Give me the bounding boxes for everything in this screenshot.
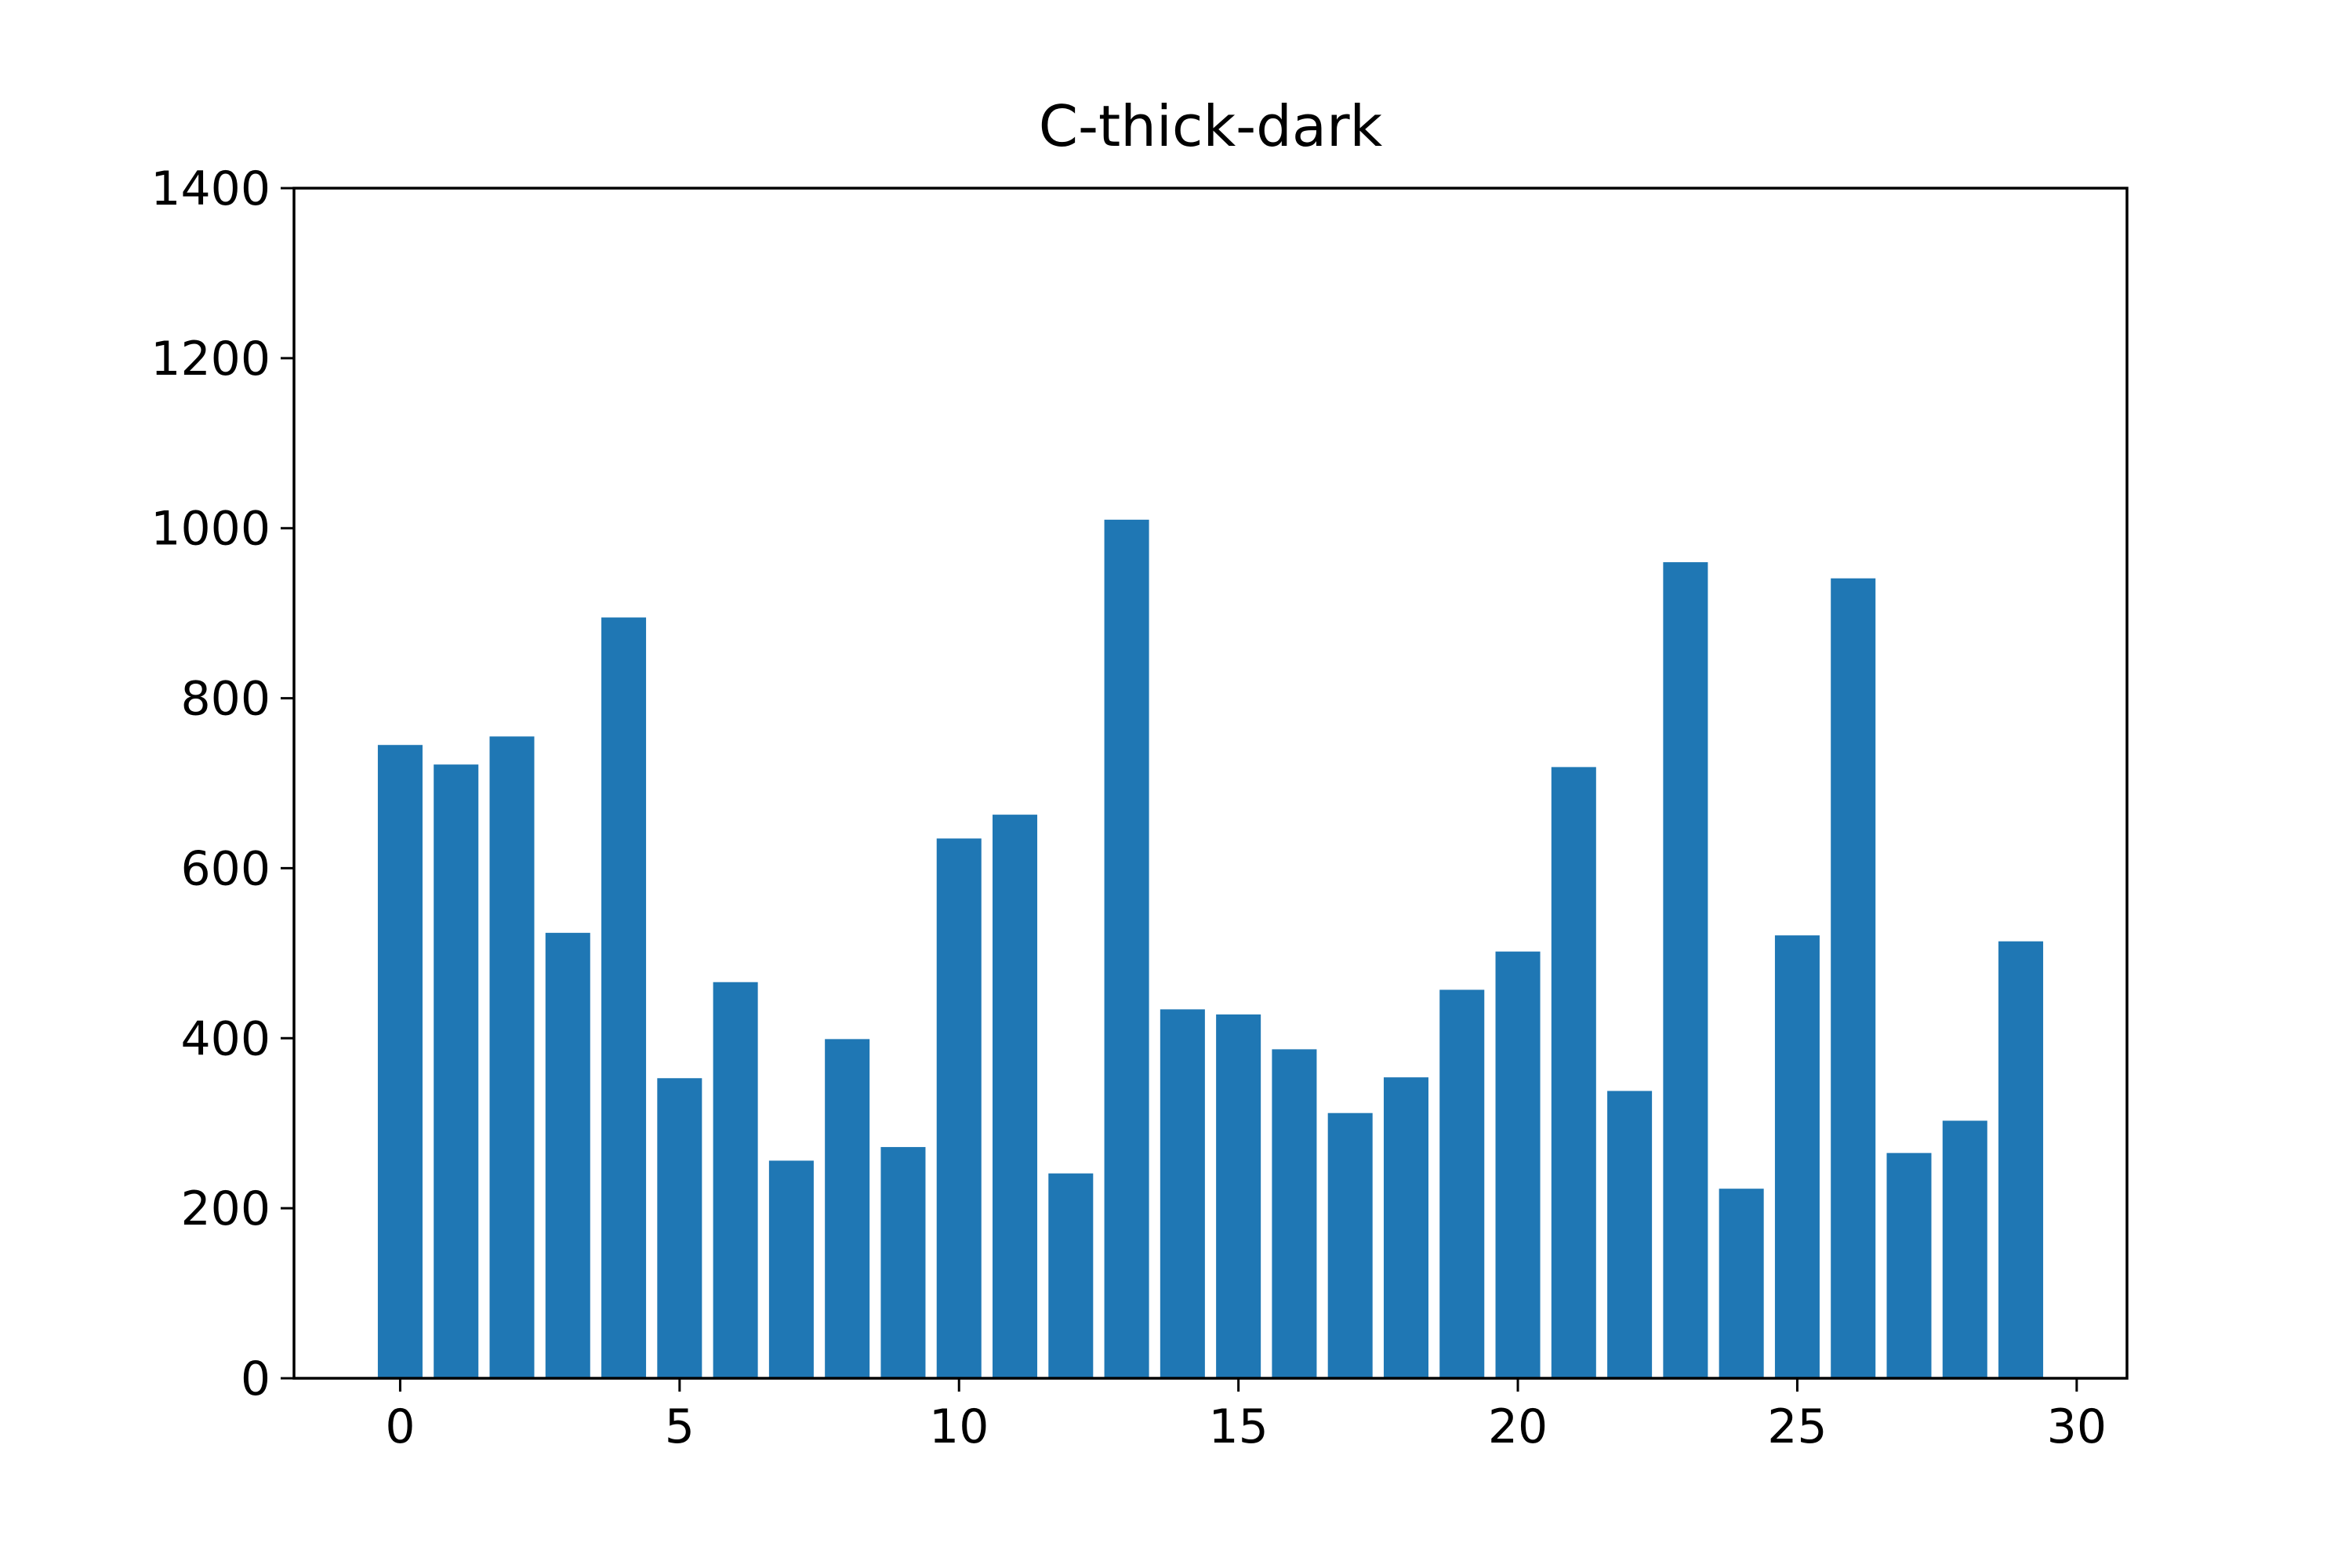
y-tick-label: 800 — [180, 672, 270, 727]
y-tick-label: 600 — [180, 841, 270, 896]
plot-frame — [292, 187, 2129, 1380]
y-tick-label: 1400 — [151, 162, 270, 216]
x-tick-label: 30 — [2047, 1399, 2107, 1454]
x-tick-label: 5 — [665, 1399, 695, 1454]
bar-14 — [1160, 1009, 1205, 1378]
bar-11 — [993, 815, 1038, 1378]
bar-28 — [1942, 1120, 1987, 1378]
bar-6 — [713, 982, 758, 1378]
bar-12 — [1048, 1173, 1094, 1378]
bar-8 — [825, 1039, 870, 1378]
x-tick-label: 0 — [385, 1399, 415, 1454]
bar-4 — [601, 617, 647, 1378]
x-tick-label: 25 — [1767, 1399, 1827, 1454]
bar-9 — [880, 1147, 926, 1378]
bar-27 — [1886, 1152, 1932, 1378]
bar-22 — [1607, 1091, 1653, 1378]
bar-17 — [1327, 1112, 1373, 1378]
bar-23 — [1663, 562, 1708, 1378]
bar-21 — [1551, 767, 1596, 1378]
x-axis: 0 5 10 15 20 25 30 — [385, 1378, 2107, 1454]
x-tick-label: 10 — [929, 1399, 989, 1454]
bar-2 — [489, 736, 535, 1378]
bar-10 — [936, 838, 982, 1378]
y-tick-label: 0 — [241, 1352, 270, 1406]
y-tick-label: 1000 — [151, 502, 270, 557]
y-tick-label: 1200 — [151, 332, 270, 387]
y-axis: 0 200 400 600 800 1000 1200 1400 — [151, 162, 294, 1406]
bar-7 — [768, 1160, 814, 1378]
bar-0 — [377, 745, 423, 1378]
bar-19 — [1439, 989, 1485, 1378]
bar-25 — [1774, 935, 1820, 1378]
bar-1 — [434, 764, 479, 1378]
x-tick-label: 20 — [1488, 1399, 1548, 1454]
bar-26 — [1831, 578, 1876, 1378]
bar-3 — [545, 932, 590, 1378]
bar-5 — [657, 1078, 702, 1378]
bar-13 — [1104, 519, 1149, 1378]
y-tick-label: 400 — [180, 1011, 270, 1066]
bar-20 — [1495, 951, 1541, 1378]
y-tick-label: 200 — [180, 1181, 270, 1236]
bar-24 — [1719, 1189, 1764, 1378]
bar-29 — [1998, 941, 2044, 1378]
bar-18 — [1383, 1077, 1428, 1378]
bar-15 — [1216, 1014, 1261, 1378]
x-tick-label: 15 — [1208, 1399, 1268, 1454]
bar-16 — [1272, 1049, 1317, 1378]
chart-title: C-thick-dark — [1039, 93, 1383, 159]
bars-layer — [377, 519, 2044, 1378]
